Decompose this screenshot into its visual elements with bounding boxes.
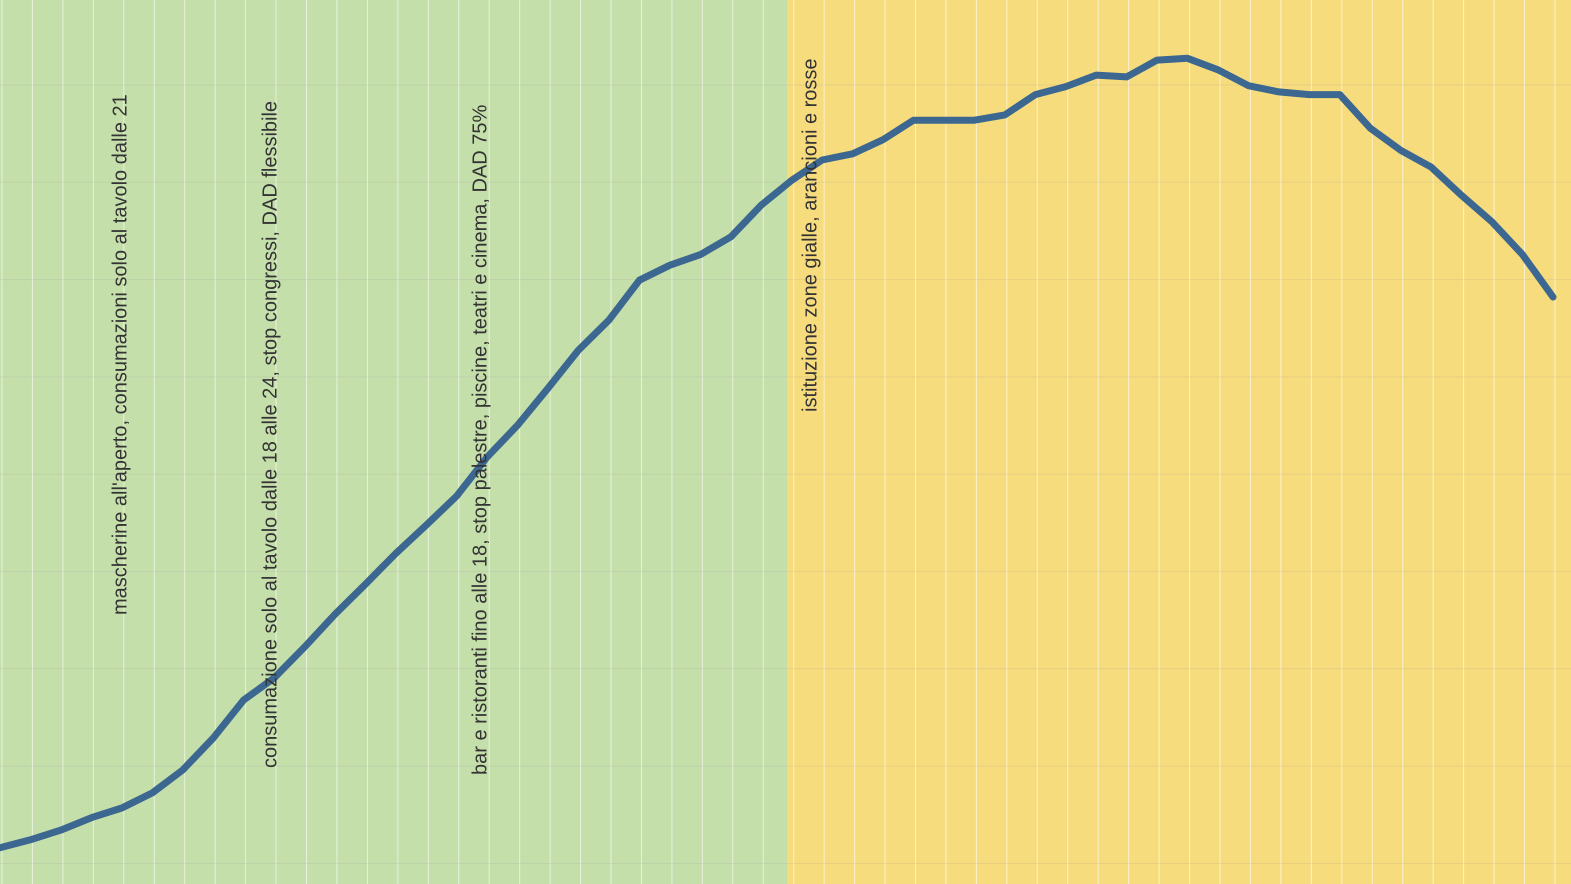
region-background: [0, 0, 787, 884]
annotation: consumazione solo al tavolo dalle 18 all…: [259, 101, 281, 768]
data-line: [0, 54, 1557, 852]
annotation: bar e ristoranti fino alle 18, stop pale…: [469, 104, 491, 775]
region-background: [787, 0, 1571, 884]
annotation: mascherine all'aperto, consumazioni solo…: [109, 94, 131, 615]
annotation: istituzione zone gialle, arancioni e ros…: [799, 58, 821, 412]
